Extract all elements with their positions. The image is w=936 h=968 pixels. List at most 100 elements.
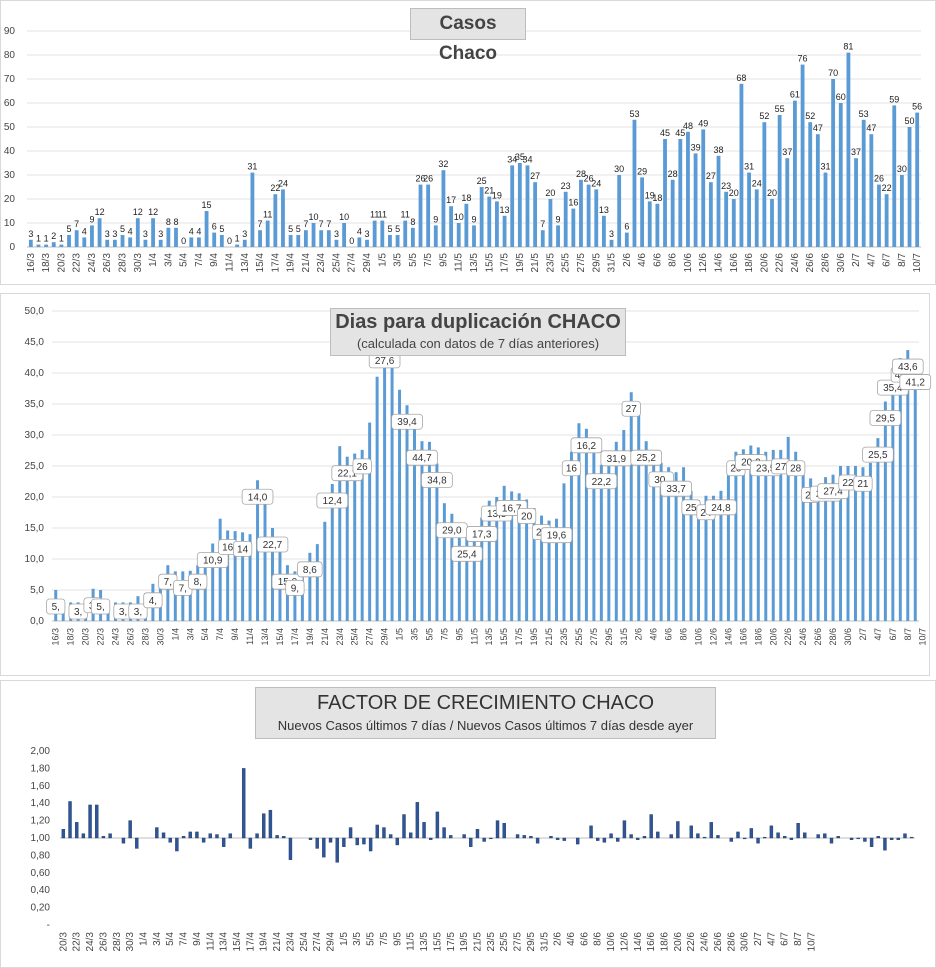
duplicacion-xtick-label: 30/6	[843, 628, 853, 646]
factor-bar	[776, 832, 780, 839]
duplicacion-ytick-label: 5,0	[30, 585, 44, 596]
factor-ytick-label: 0,40	[31, 885, 51, 896]
duplicacion-xtick-label: 29/4	[380, 628, 390, 646]
factor-bar	[783, 836, 787, 839]
casos-data-label: 3	[28, 229, 33, 239]
duplicacion-bar	[218, 518, 222, 621]
casos-xtick-label: 28/3	[118, 253, 129, 273]
factor-bar	[241, 768, 246, 839]
duplicacion-xtick-label: 5/5	[424, 628, 434, 641]
casos-bar	[854, 158, 858, 247]
casos-xtick-label: 29/5	[591, 253, 602, 273]
factor-chart-title: FACTOR DE CRECIMIENTO CHACO Nuevos Casos…	[255, 687, 716, 739]
duplicacion-bar	[592, 449, 596, 621]
factor-xtick-label: 5/5	[366, 932, 377, 946]
casos-bar	[892, 105, 897, 248]
duplicacion-xtick-label: 21/5	[544, 628, 554, 646]
duplicacion-data-label: 4,	[149, 596, 157, 607]
casos-xtick-label: 11/4	[224, 253, 235, 272]
factor-ytick-label: 1,60	[31, 781, 51, 792]
factor-bar	[348, 827, 353, 839]
duplicacion-ytick-label: 45,0	[25, 337, 45, 348]
duplicacion-bar	[749, 445, 753, 621]
factor-bar	[449, 835, 453, 839]
factor-bar	[709, 822, 713, 839]
duplicacion-bar	[689, 490, 693, 621]
duplicacion-data-label-box	[517, 508, 537, 524]
duplicacion-bar	[480, 517, 484, 621]
duplicacion-bar	[839, 466, 843, 621]
casos-bar	[495, 201, 499, 247]
factor-bar	[175, 837, 179, 852]
casos-bar	[281, 189, 285, 247]
factor-bar	[168, 837, 172, 843]
factor-bar	[716, 835, 720, 839]
factor-bar	[876, 836, 880, 839]
duplicacion-data-label-box	[451, 545, 483, 562]
duplicacion-bar	[898, 358, 902, 621]
casos-data-label: 7	[303, 219, 308, 229]
casos-xtick-label: 8/6	[668, 253, 679, 267]
duplicacion-bar	[323, 521, 327, 621]
factor-bar	[903, 833, 907, 839]
casos-bar	[624, 232, 629, 247]
casos-xtick-label: 10/6	[683, 253, 694, 273]
casos-data-label: 76	[798, 54, 808, 64]
casos-xtick-label: 10/7	[912, 253, 923, 273]
factor-bar	[215, 834, 219, 839]
duplicacion-bar	[383, 343, 387, 621]
casos-bar	[204, 211, 209, 247]
casos-bar	[693, 153, 698, 247]
duplicacion-bar	[764, 451, 768, 621]
factor-bar	[469, 837, 473, 847]
casos-xtick-label: 5/4	[179, 253, 190, 267]
casos-data-label: 27	[530, 171, 540, 181]
casos-bar	[800, 64, 805, 247]
duplicacion-xtick-label: 11/5	[469, 628, 479, 645]
duplicacion-bar	[525, 499, 529, 621]
casos-data-label: 52	[759, 111, 769, 121]
factor-xtick-label: 25/5	[499, 932, 510, 952]
casos-bar	[128, 237, 133, 247]
duplicacion-data-label-box	[786, 460, 806, 477]
duplicacion-data-label-box	[540, 527, 573, 544]
duplicacion-data-label: 14	[237, 544, 249, 555]
duplicacion-data-label: 22	[842, 478, 854, 489]
casos-xtick-label: 27/5	[576, 253, 587, 273]
casos-data-label: 20	[545, 188, 555, 198]
duplicacion-data-label-box	[465, 526, 498, 542]
casos-bar	[36, 244, 41, 247]
duplicacion-data-label: 39,4	[397, 417, 417, 428]
duplicacion-bar	[472, 532, 476, 621]
casos-data-label: 3	[365, 229, 370, 239]
duplicacion-xtick-label: 12/6	[708, 628, 718, 646]
duplicacion-xtick-label: 25/5	[574, 628, 584, 646]
casos-data-label: 52	[805, 111, 815, 121]
factor-bar	[255, 833, 259, 839]
casos-bar	[861, 119, 866, 247]
factor-bar	[248, 837, 253, 849]
casos-chart-title: Casos Chaco	[410, 8, 526, 64]
casos-bar	[120, 235, 125, 247]
factor-xtick-label: 3/4	[152, 932, 163, 946]
duplicacion-data-label: 21	[857, 479, 869, 490]
casos-data-label: 61	[790, 90, 800, 100]
duplicacion-xtick-label: 17/4	[290, 628, 300, 646]
casos-xtick-label: 1/5	[377, 253, 388, 267]
casos-bar	[44, 244, 49, 247]
casos-xtick-label: 15/5	[484, 253, 495, 273]
duplicacion-xtick-label: 3/5	[409, 628, 419, 641]
duplicacion-bar	[629, 392, 633, 621]
casos-xtick-label: 5/5	[408, 253, 419, 267]
duplicacion-data-label-box	[621, 400, 641, 417]
casos-data-label: 18	[652, 193, 662, 203]
duplicacion-ytick-label: 0,0	[30, 616, 44, 627]
casos-bar	[151, 218, 155, 247]
casos-xtick-label: 9/4	[209, 253, 220, 267]
casos-data-label: 7	[319, 219, 324, 229]
duplicacion-ytick-label: 20,0	[25, 492, 45, 503]
casos-data-label: 7	[326, 219, 331, 229]
casos-data-label: 8	[173, 217, 178, 227]
casos-xtick-label: 18/3	[41, 253, 52, 273]
casos-xtick-label: 21/4	[301, 253, 312, 273]
